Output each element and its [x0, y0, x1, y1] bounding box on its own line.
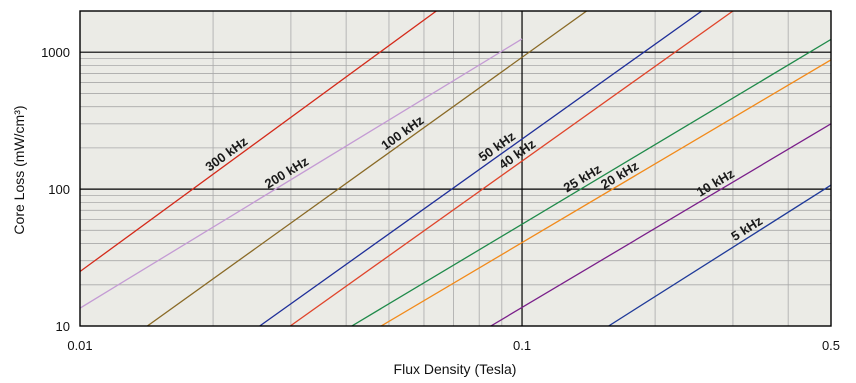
major-grid — [80, 11, 831, 326]
minor-grid — [80, 11, 831, 326]
series-line — [351, 38, 831, 326]
y-axis-title: Core Loss (mW/cm³) — [11, 105, 27, 234]
series-line — [380, 59, 831, 326]
series-line — [259, 11, 703, 326]
series-line — [490, 123, 831, 326]
series-line — [80, 38, 523, 309]
series-line — [608, 184, 831, 326]
series-line — [289, 11, 734, 326]
x-tick-label: 0.1 — [513, 338, 531, 353]
series-line — [80, 11, 437, 273]
y-tick-labels: 10 100 1000 — [41, 45, 70, 334]
y-tick-label: 10 — [56, 319, 70, 334]
plot-area-background — [80, 11, 831, 326]
x-axis-title: Flux Density (Tesla) — [394, 361, 517, 377]
series-line — [146, 11, 588, 326]
x-tick-labels: 0.01 0.1 0.5 — [67, 338, 840, 353]
series-lines — [80, 11, 831, 326]
plot-frame — [79, 10, 832, 327]
x-tick-label: 0.5 — [822, 338, 840, 353]
y-tick-label: 1000 — [41, 45, 70, 60]
x-tick-label: 0.01 — [67, 338, 92, 353]
y-tick-label: 100 — [48, 182, 70, 197]
